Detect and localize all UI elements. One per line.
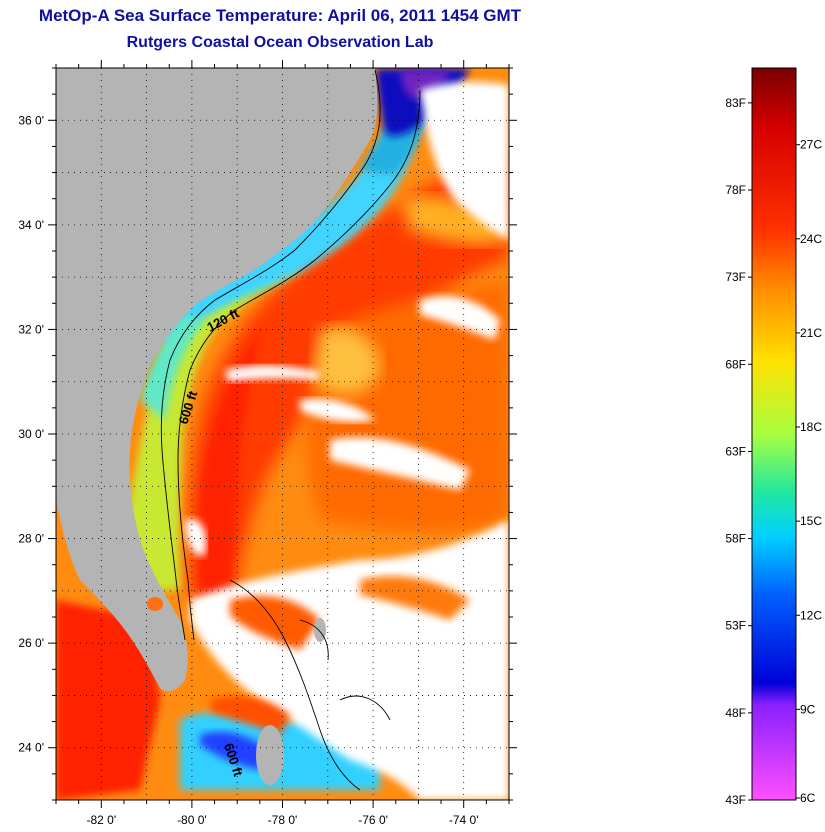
colorbar-c-label: 24C: [800, 232, 822, 246]
lat-tick-label: 26 0': [18, 636, 44, 650]
lon-tick-label: -80 0': [177, 813, 207, 827]
colorbar-f-label: 53F: [725, 619, 746, 633]
colorbar-f-label: 73F: [725, 270, 746, 284]
colorbar-f-label: 48F: [725, 706, 746, 720]
colorbar-c-label: 12C: [800, 608, 822, 622]
colorbar-c-label: 15C: [800, 514, 822, 528]
lon-tick-label: -74 0': [449, 813, 479, 827]
land-mass: [56, 68, 378, 692]
lat-tick-label: 36 0': [18, 113, 44, 127]
lat-tick-label: 24 0': [18, 741, 44, 755]
colorbar-labels: 83F 78F 73F 68F 63F 58F 53F 48F 43F 27C 24C 21C 18C 1…: [725, 96, 822, 807]
colorbar-c-label: 27C: [800, 138, 822, 152]
colorbar-c-label: 21C: [800, 326, 822, 340]
colorbar-f-label: 43F: [725, 793, 746, 807]
map-title: MetOp-A Sea Surface Temperature: April 0…: [38, 6, 522, 25]
colorbar-f-label: 63F: [725, 444, 746, 458]
colorbar: [751, 67, 797, 801]
colorbar-f-label: 68F: [725, 357, 746, 371]
colorbar-f-label: 83F: [725, 96, 746, 110]
lake-okeechobee: [147, 597, 163, 611]
bathymetry-contours: [160, 69, 421, 791]
colorbar-f-label: 78F: [725, 183, 746, 197]
lon-tick-label: -82 0': [86, 813, 116, 827]
gulf-stream: [188, 150, 509, 610]
map-subtitle: Rutgers Coastal Ocean Observation Lab: [126, 34, 434, 51]
lon-tick-label: -78 0': [268, 813, 298, 827]
colorbar-c-label: 9C: [800, 702, 816, 716]
lon-tick-label: -76 0': [358, 813, 388, 827]
lat-tick-label: 28 0': [18, 532, 44, 546]
lat-tick-label: 34 0': [18, 218, 44, 232]
colorbar-c-label: 6C: [800, 791, 816, 805]
axis-ticks: [48, 60, 517, 808]
colorbar-c-label: 18C: [800, 420, 822, 434]
colorbar-f-label: 58F: [725, 532, 746, 546]
shelf-water-south: [120, 250, 300, 590]
lat-tick-label: 32 0': [18, 322, 44, 336]
axis-tick-labels: -82 0' -80 0' -78 0' -76 0' -74 0' 24 0' 26 0'…: [18, 113, 478, 827]
lat-tick-label: 30 0': [18, 427, 44, 441]
